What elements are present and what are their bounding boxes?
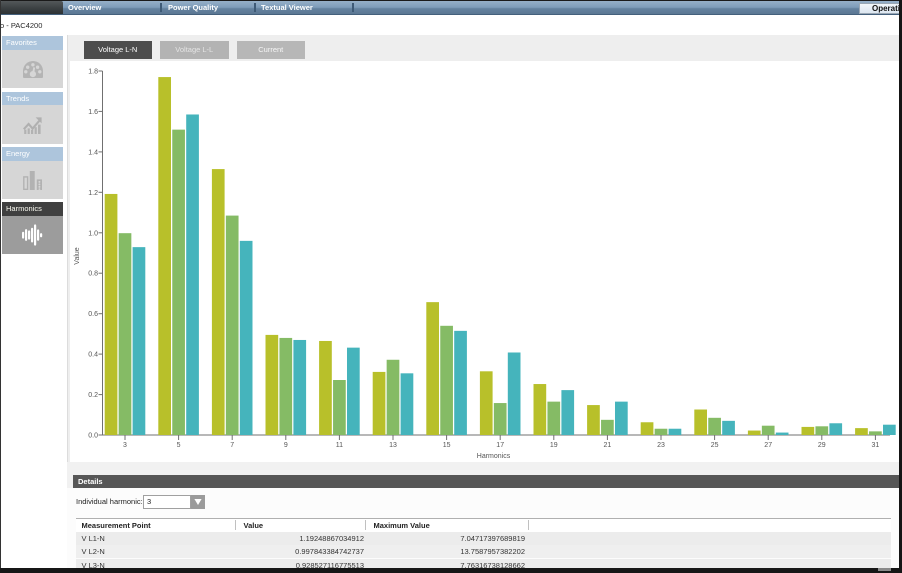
svg-text:1.2: 1.2: [88, 190, 98, 197]
svg-text:7: 7: [230, 442, 234, 449]
svg-text:0.0: 0.0: [88, 433, 98, 440]
svg-text:0.2: 0.2: [88, 392, 98, 399]
svg-text:1.6: 1.6: [88, 109, 98, 116]
svg-text:9: 9: [284, 442, 288, 449]
svg-text:Harmonics: Harmonics: [477, 453, 511, 460]
svg-text:11: 11: [336, 442, 343, 449]
svg-text:5: 5: [177, 442, 181, 449]
svg-text:25: 25: [711, 442, 719, 449]
svg-text:0.6: 0.6: [88, 311, 98, 318]
svg-text:15: 15: [443, 442, 451, 449]
svg-text:3: 3: [123, 442, 127, 449]
svg-text:21: 21: [604, 442, 612, 449]
svg-text:1.0: 1.0: [88, 230, 98, 237]
svg-text:0.4: 0.4: [88, 352, 98, 359]
svg-text:0.8: 0.8: [88, 271, 98, 278]
svg-text:31: 31: [872, 442, 880, 449]
svg-text:1.4: 1.4: [88, 149, 98, 156]
svg-text:13: 13: [389, 442, 397, 449]
svg-text:Value: Value: [74, 247, 81, 264]
svg-text:17: 17: [496, 442, 504, 449]
svg-text:19: 19: [550, 442, 558, 449]
svg-text:29: 29: [818, 442, 826, 449]
svg-text:1.8: 1.8: [88, 69, 98, 76]
svg-text:23: 23: [657, 442, 665, 449]
svg-text:27: 27: [764, 442, 772, 449]
